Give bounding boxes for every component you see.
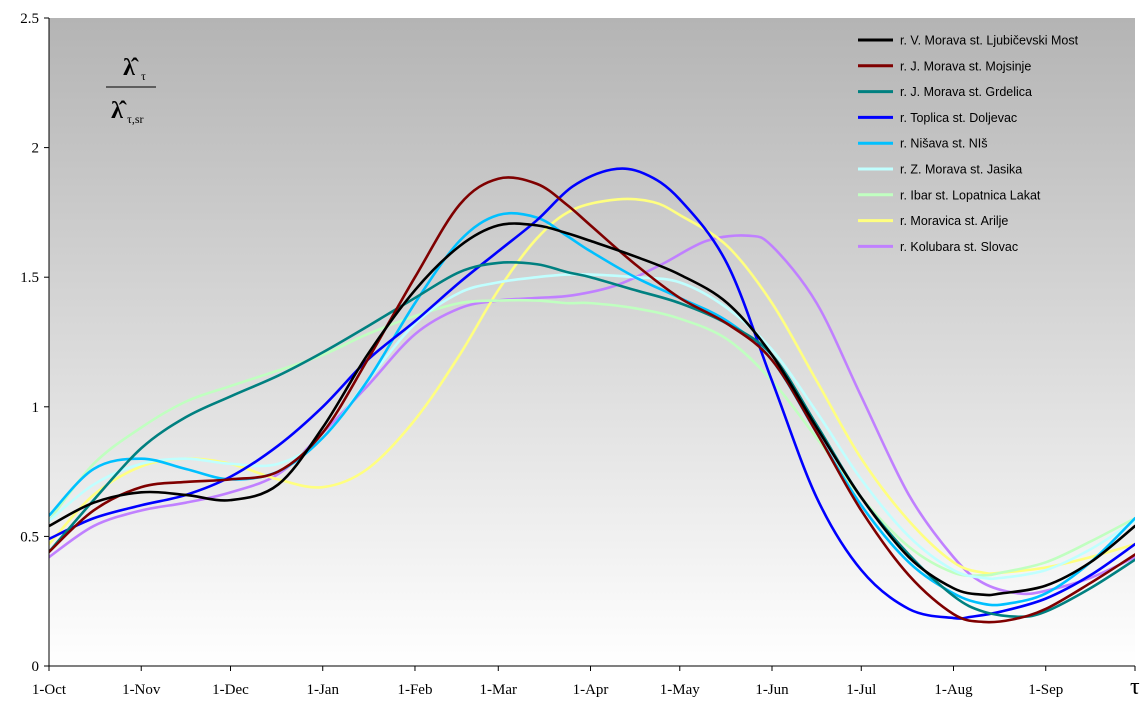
x-tick-label: 1-Jun xyxy=(755,682,789,698)
x-tick-label: 1-Aug xyxy=(934,682,973,698)
series-line-9 xyxy=(49,234,1135,596)
x-tick-label: 1-Sep xyxy=(1028,682,1063,698)
x-axis-label: τ xyxy=(1130,674,1140,700)
y-label-numerator-sub: τ xyxy=(141,69,146,83)
x-tick-label: 1-Oct xyxy=(32,682,67,698)
x-tick-label: 1-Feb xyxy=(397,682,432,698)
legend: r. V. Morava st. Ljubičevski Most r. J. M… xyxy=(858,34,1079,254)
y-tick-label: 1.5 xyxy=(20,270,39,286)
legend-label-4: r. Toplica st. Doljevac xyxy=(900,111,1017,125)
legend-label-1: r. V. Morava st. Ljubičevski Most xyxy=(900,34,1079,48)
y-tick-label: 0.5 xyxy=(20,529,39,545)
y-tick-label: 2.5 xyxy=(20,11,39,27)
series-layer xyxy=(49,167,1135,624)
y-tick-label: 2 xyxy=(32,141,40,157)
series-line-2 xyxy=(49,176,1135,624)
legend-label-9: r. Kolubara st. Slovac xyxy=(900,240,1018,254)
axes-layer: 0 0.5 1 1.5 2 2.5 1-Oct 1-Nov 1-Dec 1-Jan 1-Feb 1-M… xyxy=(20,11,1136,698)
legend-label-7: r. Ibar st. Lopatnica Lakat xyxy=(900,188,1041,202)
legend-label-2: r. J. Morava st. Mojsinje xyxy=(900,59,1031,73)
series-line-3 xyxy=(49,261,1135,619)
y-label-denominator-sub: τ,sr xyxy=(127,112,144,126)
x-tick-label: 1-Dec xyxy=(212,682,249,698)
series-line-8 xyxy=(49,197,1135,575)
x-tick-label: 1-Mar xyxy=(480,682,518,698)
x-tick-label: 1-Jan xyxy=(306,682,339,698)
x-tick-label: 1-May xyxy=(660,682,700,698)
series-line-1 xyxy=(49,222,1135,597)
x-tick-label: 1-Nov xyxy=(122,682,161,698)
y-tick-label: 1 xyxy=(32,400,40,416)
legend-label-3: r. J. Morava st. Grdelica xyxy=(900,85,1032,99)
x-tick-label: 1-Apr xyxy=(573,682,609,698)
legend-label-8: r. Moravica st. Arilje xyxy=(900,214,1008,228)
legend-label-6: r. Z. Morava st. Jasika xyxy=(900,163,1022,177)
legend-label-5: r. Nišava st. NIš xyxy=(900,137,988,151)
x-tick-label: 1-Jul xyxy=(846,682,876,698)
y-tick-label: 0 xyxy=(32,659,40,675)
